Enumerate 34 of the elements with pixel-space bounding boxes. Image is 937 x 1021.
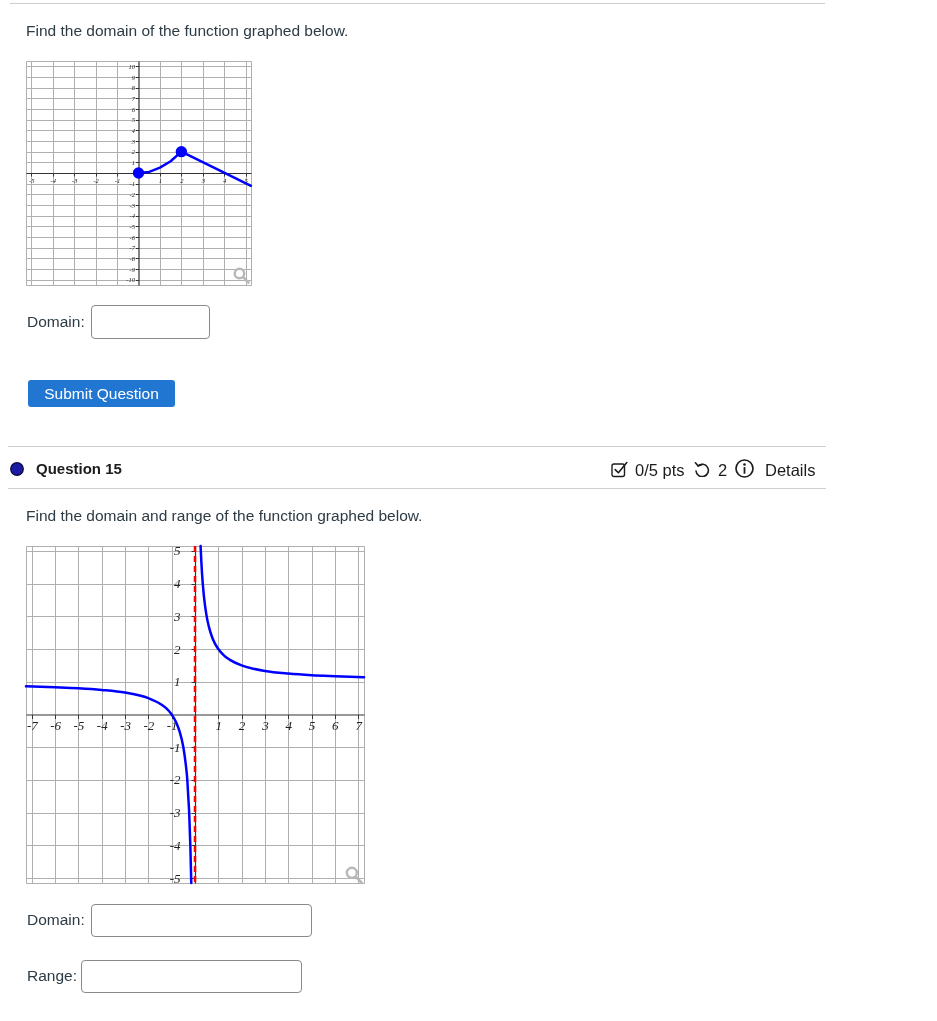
text: Question 15: [36, 459, 122, 479]
y-tick-label: -2: [169, 772, 181, 788]
y-tick-label: -3: [169, 805, 181, 821]
x-tick-label: -5: [73, 718, 85, 733]
y-tick-label: -5: [169, 870, 181, 886]
y-tick-label: 4: [174, 576, 181, 592]
x-tick-label: 6: [332, 718, 340, 733]
chart-title: Find the domain of the function graphed below.: [26, 21, 349, 39]
y-tick-label: 3: [173, 608, 181, 624]
y-tick-label: 5: [174, 543, 181, 559]
x-tick-label: 5: [308, 718, 316, 733]
x-tick-label: -7: [26, 718, 39, 733]
y-tick-label: 2: [174, 641, 181, 657]
y-tick-label: -4: [169, 837, 181, 853]
button: Submit Question: [28, 380, 175, 407]
x-tick-label: 2: [238, 718, 246, 733]
x-tick-label: 3: [261, 718, 270, 733]
text: Range:: [27, 966, 77, 986]
text: Domain:: [27, 910, 85, 930]
text: 0/5 pts: [635, 460, 685, 480]
y-tick-label: 1: [174, 674, 181, 690]
chart-title: Find the domain and range of the function graphed below.: [26, 507, 423, 525]
line-series: [24, 685, 193, 885]
x-tick-label: -2: [143, 718, 155, 733]
line-series: [199, 544, 366, 679]
text: Details: [765, 460, 816, 480]
y-tick-label: -1: [169, 739, 181, 755]
x-tick-label: -6: [50, 718, 62, 733]
x-tick-label: 4: [285, 718, 293, 733]
x-tick-label: -4: [96, 718, 109, 733]
x-tick-label: 7: [355, 718, 363, 733]
text: Domain:: [27, 312, 85, 332]
x-tick-label: 1: [215, 718, 223, 733]
text: 2: [718, 460, 728, 480]
